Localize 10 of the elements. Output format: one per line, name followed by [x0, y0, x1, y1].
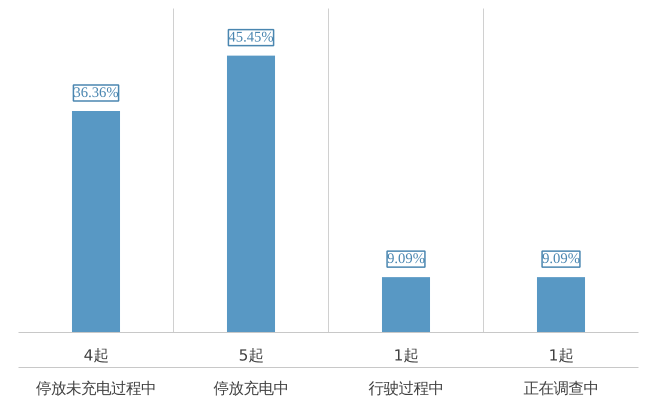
text: 5起 — [238, 346, 264, 364]
data-label: 36.36% — [73, 84, 119, 101]
x-tick-label: 停放充电中 — [214, 380, 288, 398]
x-tick-label: 停放未充电过程中 — [36, 380, 156, 398]
x-tick-label: 正在调查中 — [524, 380, 598, 398]
text: 4起 — [84, 346, 108, 364]
x-tick-label: 行驶过程中 — [368, 380, 444, 398]
data-label: 45.45% — [228, 30, 274, 46]
text: 1起 — [548, 346, 574, 364]
text: 1起 — [394, 346, 418, 364]
